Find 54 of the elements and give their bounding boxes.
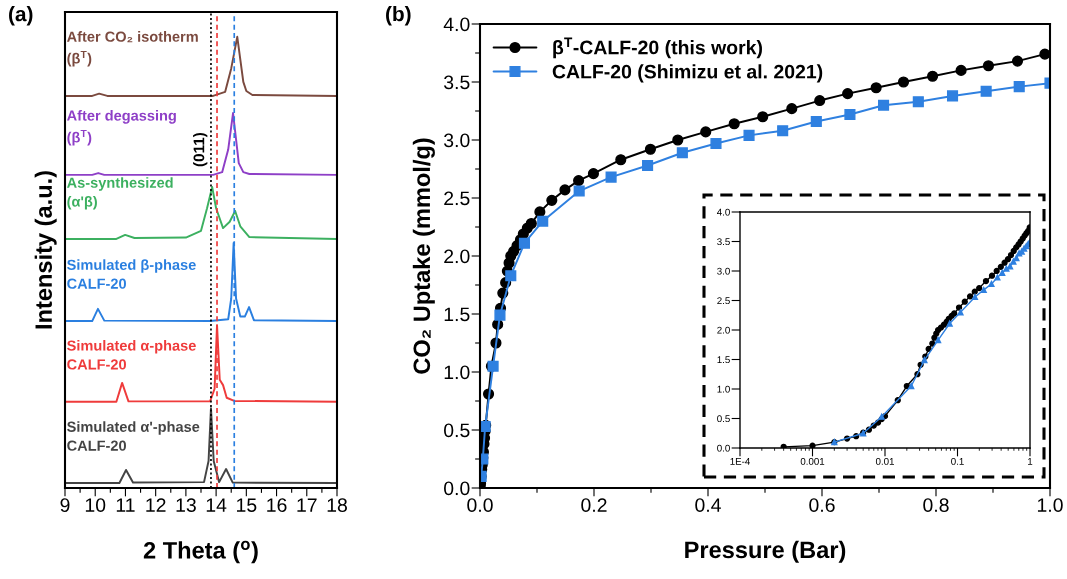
x-tick-label: 16 xyxy=(267,498,287,512)
y-axis-title: Intensity (a.u.) xyxy=(34,171,57,329)
legend-label: CALF-20 (Shimizu et al. 2021) xyxy=(552,64,823,83)
x-tick-label: 13 xyxy=(176,498,196,512)
x-tick-label: 1.0 xyxy=(1037,498,1063,512)
text: Simulated β-phase CALF-20 xyxy=(67,259,196,289)
y-tick-label: 2.5 xyxy=(717,297,730,305)
x-tick-label: 0.1 xyxy=(951,457,964,465)
x-tick-label: 0.8 xyxy=(923,498,949,512)
y-tick-label: 3.5 xyxy=(717,238,730,246)
x-tick-label: 18 xyxy=(327,498,347,512)
y-tick-label: 0.0 xyxy=(717,444,730,452)
series-label: Simulated α-phase CALF-20 xyxy=(67,340,196,370)
x-tick-label: 14 xyxy=(206,498,227,512)
y-tick-label: 3.0 xyxy=(443,133,470,148)
y-tick-label: 0.5 xyxy=(444,423,470,438)
annotation: (011) xyxy=(193,132,208,167)
chart-title: (b) xyxy=(386,6,411,26)
x-tick-label: 10 xyxy=(85,498,106,512)
x-tick-label: 9 xyxy=(60,498,70,512)
x-tick-label: 12 xyxy=(146,498,166,512)
y-axis-title: CO₂ Uptake (mmol/g) xyxy=(412,138,435,374)
text: After CO₂ isotherm (β$^{T}$) xyxy=(66,31,198,67)
x-tick-label: 1 xyxy=(1028,458,1033,465)
x-tick-label: 0.2 xyxy=(581,498,607,512)
x-tick-label: 17 xyxy=(297,498,317,512)
text: After degassing (β$^{T}$) xyxy=(66,110,176,146)
series-label: As-synthesized (α'β) xyxy=(66,177,173,210)
x-tick-label: 11 xyxy=(116,498,135,512)
y-tick-label: 1.5 xyxy=(444,307,470,322)
y-tick-label: 0.5 xyxy=(717,415,730,423)
x-tick-label: 0.0 xyxy=(467,498,493,512)
y-tick-label: 4.0 xyxy=(716,208,730,216)
x-tick-label: 0.6 xyxy=(809,498,835,512)
x-axis-title: 2 Theta ($^{o}$) xyxy=(143,540,258,564)
y-tick-label: 3.0 xyxy=(717,267,730,275)
y-tick-label: 1.0 xyxy=(444,365,470,380)
y-tick-label: 1.5 xyxy=(717,356,730,364)
series-label: Simulated α'-phase CALF-20 xyxy=(67,421,200,451)
y-tick-label: 0.0 xyxy=(444,481,470,496)
y-tick-label: 1.0 xyxy=(717,385,730,393)
x-axis-title: Pressure (Bar) xyxy=(685,540,846,563)
x-tick-label: 0.01 xyxy=(875,457,894,465)
chart-title: (a) xyxy=(9,6,33,26)
x-tick-label: 0.4 xyxy=(695,498,721,512)
y-tick-label: 2.0 xyxy=(717,326,730,334)
x-tick-label: 0.001 xyxy=(800,457,825,465)
y-tick-label: 3.5 xyxy=(443,75,470,90)
legend-label: β$^{T}$-CALF-20 (this work) xyxy=(553,37,762,59)
y-tick-label: 2.0 xyxy=(444,249,470,264)
y-tick-label: 4.0 xyxy=(443,17,470,32)
x-tick-label: 15 xyxy=(237,498,257,512)
x-tick-label: 1E-4 xyxy=(730,458,750,465)
y-tick-label: 2.5 xyxy=(444,191,470,206)
